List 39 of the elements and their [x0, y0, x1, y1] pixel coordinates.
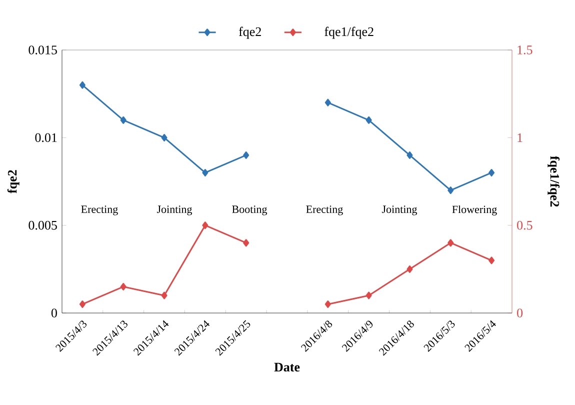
y2-tick-label: 1	[518, 133, 522, 142]
point	[79, 81, 86, 89]
x-axis-title: Date	[274, 362, 300, 372]
annotation: Flowering	[452, 205, 497, 216]
point	[161, 134, 168, 142]
point	[488, 256, 495, 264]
y2-axis-title: fqe1/fqe2	[548, 156, 560, 207]
annotation: Erecting	[306, 206, 343, 216]
point	[243, 151, 250, 159]
y2-tick-label: 1.5	[518, 46, 532, 54]
point	[366, 292, 372, 300]
point	[324, 300, 331, 308]
point	[120, 282, 126, 290]
y2-tick-label: 0	[517, 308, 523, 318]
legend-label: fqe2	[238, 26, 261, 39]
point	[243, 239, 250, 247]
point	[202, 222, 208, 230]
y-axis-title: fqe2	[7, 170, 20, 194]
point	[120, 116, 126, 124]
y2-tick-label: 0.5	[517, 220, 532, 230]
point	[406, 265, 413, 273]
y-tick-label: 0.01	[35, 133, 57, 142]
y-tick-label: 0	[51, 308, 57, 318]
annotation: Erecting	[81, 206, 118, 216]
point	[202, 168, 208, 176]
annotation: Jointing	[157, 206, 192, 216]
point	[366, 116, 372, 124]
y-tick-label: 0.005	[28, 220, 57, 230]
annotation: Jointing	[382, 206, 418, 216]
point	[448, 239, 454, 247]
point	[448, 186, 454, 194]
legend-label: fqe1/fqe2	[324, 26, 374, 39]
point	[79, 300, 86, 308]
annotation: Booting	[232, 206, 268, 216]
y-tick-label: 0.015	[28, 46, 57, 54]
point	[161, 292, 168, 300]
point	[406, 151, 413, 159]
point	[488, 168, 495, 176]
point	[324, 98, 331, 106]
